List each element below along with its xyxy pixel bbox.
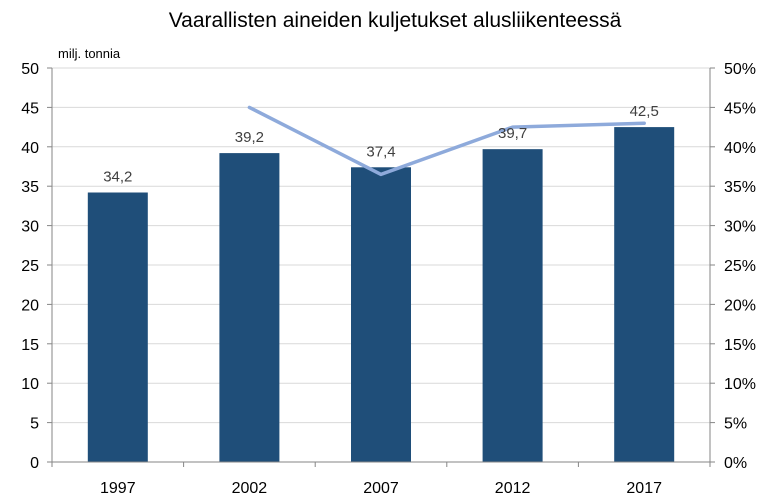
y2-tick-label: 25% bbox=[724, 258, 756, 275]
y2-tick-label: 10% bbox=[724, 376, 756, 393]
bar-data-label: 34,2 bbox=[103, 169, 132, 186]
bar-data-label: 37,4 bbox=[366, 143, 395, 160]
bar-data-label: 39,7 bbox=[498, 125, 527, 142]
y-tick-label: 50 bbox=[21, 61, 39, 78]
y2-tick-label: 5% bbox=[724, 416, 747, 433]
y-axis-unit-label: milj. tonnia bbox=[58, 46, 121, 61]
chart-title: Vaarallisten aineiden kuljetukset alusli… bbox=[169, 9, 622, 32]
bar bbox=[614, 127, 675, 462]
x-tick-label: 2012 bbox=[495, 480, 531, 497]
x-tick-label: 2007 bbox=[363, 480, 399, 497]
bar bbox=[351, 167, 411, 462]
bar-data-label: 42,5 bbox=[630, 103, 659, 120]
bar bbox=[87, 192, 148, 462]
bar bbox=[482, 149, 543, 462]
x-tick-label: 2002 bbox=[232, 480, 268, 497]
y2-tick-label: 40% bbox=[724, 140, 756, 157]
bar-series bbox=[87, 127, 675, 462]
y2-tick-label: 45% bbox=[724, 100, 756, 117]
y2-tick-label: 0% bbox=[724, 455, 747, 472]
bar bbox=[219, 153, 280, 462]
y-tick-label: 40 bbox=[21, 140, 39, 157]
y2-tick-label: 20% bbox=[724, 297, 756, 314]
y-tick-label: 25 bbox=[21, 258, 39, 275]
y2-tick-label: 35% bbox=[724, 179, 756, 196]
line-series bbox=[247, 105, 646, 177]
bar-data-label: 39,2 bbox=[235, 129, 264, 146]
x-tick-label: 1997 bbox=[100, 480, 136, 497]
y2-tick-label: 15% bbox=[724, 337, 756, 354]
y-tick-label: 30 bbox=[21, 219, 39, 236]
x-tick-label: 2017 bbox=[626, 480, 662, 497]
y2-tick-label: 50% bbox=[724, 61, 756, 78]
data-labels: 34,2 39,2 37,4 39,7 42,5 bbox=[103, 103, 659, 185]
y-tick-label: 35 bbox=[21, 179, 39, 196]
y-tick-label: 20 bbox=[21, 297, 39, 314]
axes: 0 5 10 15 20 25 30 35 40 45 50 0% 5% 10% 15% 20% 25% 30% 3… bbox=[21, 61, 756, 497]
y-tick-label: 10 bbox=[21, 376, 39, 393]
line-series-path bbox=[247, 105, 646, 177]
y-tick-label: 5 bbox=[30, 416, 39, 433]
y-tick-label: 0 bbox=[30, 455, 39, 472]
y2-tick-label: 30% bbox=[724, 219, 756, 236]
y-tick-label: 45 bbox=[21, 100, 39, 117]
y-tick-label: 15 bbox=[21, 337, 39, 354]
